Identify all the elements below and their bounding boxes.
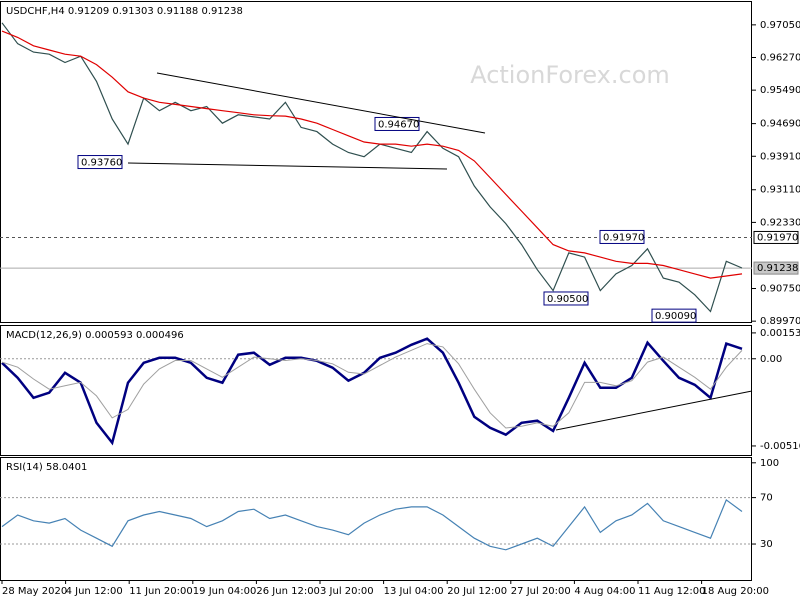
- series-line: [1, 343, 743, 429]
- y-tick-label: 70: [760, 493, 773, 504]
- price-annotation: 0.93760: [81, 158, 122, 169]
- x-tick-label: 13 Jul 04:00: [384, 586, 444, 597]
- panel-title: USDCHF,H4 0.91209 0.91303 0.91188 0.9123…: [6, 6, 243, 17]
- x-tick-label: 4 Jun 12:00: [66, 586, 123, 597]
- trendline: [156, 72, 486, 134]
- y-tick-label: 0.94690: [760, 119, 800, 130]
- y-tick-label: 0.95490: [760, 85, 800, 96]
- x-tick-label: 11 Jun 20:00: [129, 586, 193, 597]
- panel-frame: [0, 325, 752, 456]
- x-tick-label: 4 Aug 04:00: [574, 586, 635, 597]
- y-tick-label: 0.90750: [760, 284, 800, 295]
- level-box: [753, 230, 799, 244]
- series-line: [1, 30, 743, 279]
- trendline: [127, 162, 448, 170]
- price-annotation-box: [543, 291, 589, 306]
- y-tick-label: 0.92330: [760, 217, 800, 228]
- y-tick-label: 0.93910: [760, 151, 800, 162]
- price-annotation: 0.94670: [378, 119, 419, 130]
- price-annotation: 0.91970: [603, 232, 644, 243]
- y-tick-label: 0.96270: [760, 52, 800, 63]
- series-line: [1, 498, 743, 551]
- x-tick-label: 27 Jul 20:00: [511, 586, 571, 597]
- series-line: [1, 337, 743, 446]
- y-tick-label: 30: [760, 539, 773, 550]
- x-tick-label: 26 Jun 12:00: [256, 586, 320, 597]
- x-tick-label: 18 Aug 20:00: [702, 586, 769, 597]
- price-annotation: 0.90090: [655, 311, 696, 322]
- price-annotation-box: [651, 308, 697, 323]
- y-tick-label: 0.89970: [760, 316, 800, 327]
- watermark: ActionForex.com: [470, 61, 670, 89]
- price-annotation-box: [77, 155, 123, 170]
- y-tick-label: 0.00: [760, 354, 782, 365]
- y-tick-label: 100: [760, 458, 779, 469]
- x-tick-label: 11 Aug 12:00: [638, 586, 705, 597]
- y-tick-label: -0.005164: [760, 441, 800, 452]
- y-tick-label: 0.93110: [760, 185, 800, 196]
- series-line: [1, 22, 743, 313]
- trendline: [555, 390, 753, 431]
- x-tick-label: 19 Jun 04:00: [193, 586, 257, 597]
- x-tick-label: 20 Jul 12:00: [447, 586, 507, 597]
- price-annotation-box: [374, 116, 420, 131]
- price-annotation: 0.90500: [547, 294, 588, 305]
- y-tick-label: 0.001532: [760, 328, 800, 339]
- x-tick-label: 3 Jul 20:00: [320, 586, 374, 597]
- panel-frame: [0, 457, 752, 581]
- current-price-box: [753, 261, 799, 275]
- y-tick-label: 0.97050: [760, 20, 800, 31]
- panel-title: MACD(12,26,9) 0.000593 0.000496: [6, 330, 184, 341]
- panel-title: RSI(14) 58.0401: [6, 462, 87, 473]
- current-price-label: 0.91238: [757, 263, 798, 274]
- panel-frame: [0, 1, 752, 323]
- level-label: 0.91970: [757, 232, 798, 243]
- price-annotation-box: [599, 229, 645, 244]
- x-tick-label: 28 May 2020: [2, 586, 67, 597]
